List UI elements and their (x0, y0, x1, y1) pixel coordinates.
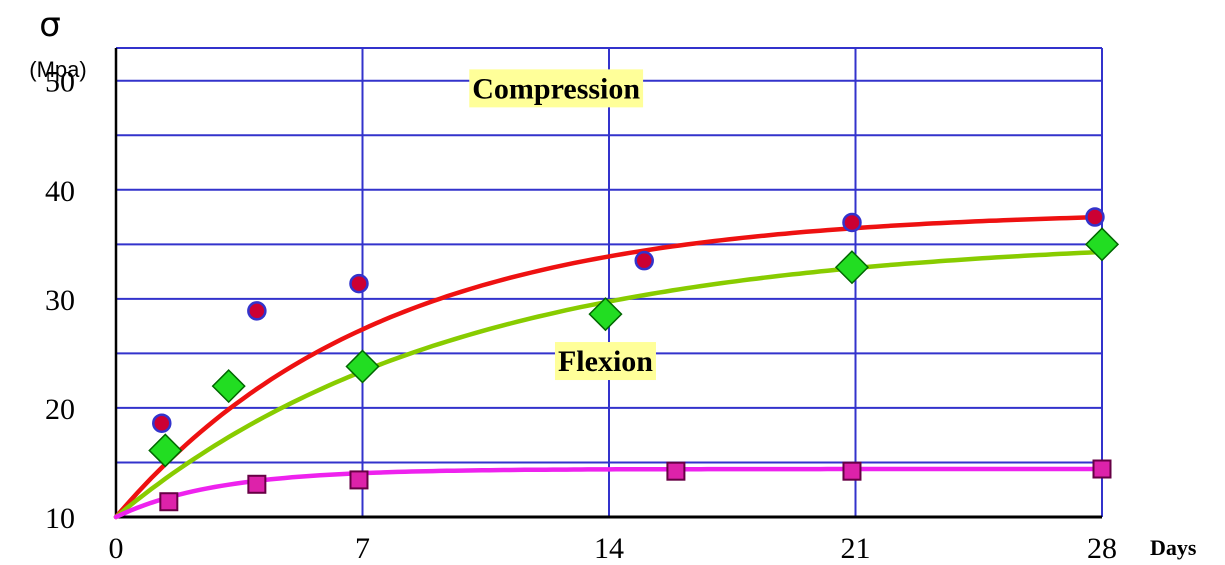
annotations: Compression Flexion (469, 69, 656, 381)
x-axis-label: Days (1150, 535, 1197, 560)
square-marker (1092, 459, 1112, 479)
y-tick-label: 50 (45, 66, 75, 99)
fit-curve (113, 214, 1105, 520)
diamond-marker (1084, 227, 1120, 262)
diamond-marker (588, 297, 623, 332)
circle-marker (1085, 207, 1105, 227)
y-tick-label: 30 (45, 284, 75, 317)
y-tick-label: 40 (45, 175, 75, 208)
annotation-background (469, 69, 644, 108)
annotation-background (554, 342, 656, 381)
x-tick-label: 28 (1087, 532, 1117, 565)
square-marker (666, 461, 686, 481)
x-tick-label: 0 (109, 532, 124, 565)
circle-marker (152, 413, 172, 433)
annotation-label: Flexion (558, 345, 653, 378)
circle-marker (349, 273, 369, 294)
y-tick-label: 20 (45, 393, 75, 426)
diamond-marker (345, 349, 380, 384)
grid-lines (114, 47, 1103, 519)
circle-marker (247, 301, 267, 321)
diamond-marker (148, 433, 183, 468)
x-tick-label: 21 (841, 532, 871, 565)
y-tick-label: 10 (45, 502, 75, 535)
circle-marker (634, 250, 654, 271)
diamond-marker (834, 250, 870, 285)
square-marker (349, 470, 369, 490)
square-marker (247, 474, 267, 494)
x-tick-label: 14 (594, 532, 624, 565)
diamond-marker (211, 369, 246, 404)
fit-curve (113, 466, 1105, 520)
tick-labels: 10 20 30 40 50 0 7 14 21 28 (45, 66, 1117, 565)
circle-marker (842, 212, 862, 233)
y-axis-unit: (Mpa) (29, 57, 86, 82)
y-axis-symbol: σ (39, 5, 61, 45)
x-tick-label: 7 (355, 532, 370, 565)
square-marker (842, 461, 862, 481)
data-markers (148, 207, 1120, 512)
annotation-label: Compression (472, 72, 640, 105)
square-marker (159, 492, 179, 512)
